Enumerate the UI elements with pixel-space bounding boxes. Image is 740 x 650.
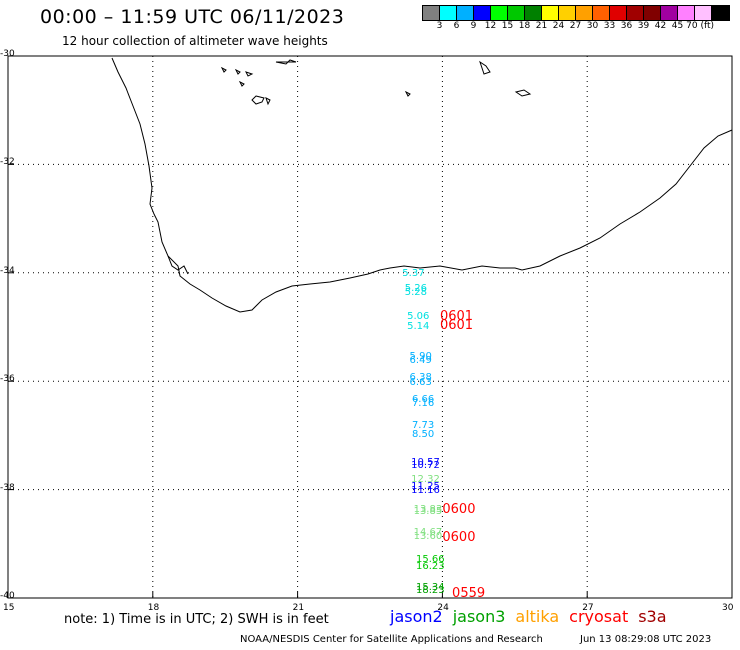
colorbar-swatch <box>491 6 508 20</box>
colorbar-swatch <box>542 6 559 20</box>
generated-timestamp: Jun 13 08:29:08 UTC 2023 <box>580 634 712 645</box>
lat-label: -36 <box>0 374 15 385</box>
lon-label: 27 <box>582 603 594 613</box>
colorbar-swatch <box>525 6 542 20</box>
swh-value: 7.73 <box>411 419 435 431</box>
colorbar-swatch <box>678 6 695 20</box>
map-frame <box>7 55 733 599</box>
units-note: note: 1) Time is in UTC; 2) SWH is in fe… <box>64 612 329 627</box>
colorbar-tick-label: 3 <box>436 21 443 31</box>
wave-height-colorbar <box>422 5 730 21</box>
colorbar-tick-label: 30 <box>586 21 599 31</box>
swh-value: 5.28 <box>404 287 427 299</box>
lat-label: -30 <box>0 49 15 59</box>
swh-value: 13.83 <box>413 504 443 516</box>
colorbar-swatch <box>559 6 576 20</box>
colorbar-swatch <box>576 6 593 20</box>
colorbar-swatch <box>440 6 457 20</box>
satellite-legend-entry: jason2 <box>390 607 443 626</box>
colorbar-tick-label: 9 <box>470 21 477 31</box>
lon-label: 15 <box>3 603 15 613</box>
swh-value: 5.14 <box>407 321 430 332</box>
lon-label: 21 <box>292 603 305 613</box>
lat-label: -32 <box>0 157 15 168</box>
swh-value: 5.26 <box>404 283 427 295</box>
colorbar-swatch <box>627 6 644 20</box>
colorbar-swatch <box>593 6 610 20</box>
colorbar-swatch <box>474 6 491 20</box>
colorbar-tick-label: 36 <box>620 21 633 31</box>
colorbar-swatch <box>610 6 627 20</box>
colorbar-tick-label: 6 <box>453 21 460 31</box>
lon-label: 24 <box>437 603 449 613</box>
axis-tick-marks <box>7 55 733 599</box>
swh-value: 14.67 <box>413 526 443 538</box>
swh-value: 11.25 <box>411 480 440 492</box>
pass-time: 0600 <box>442 530 476 546</box>
lon-label: 30 <box>722 603 734 613</box>
satellite-legend: jason2 jason3 altika cryosat s3a <box>390 607 677 626</box>
swh-value: 13.60 <box>413 531 443 543</box>
swh-value: 12.32 <box>411 473 440 485</box>
colorbar-swatch <box>457 6 474 20</box>
colorbar-tick-label: 39 <box>637 21 650 31</box>
colorbar-tick-label: 45 <box>671 21 684 31</box>
swh-value: 13.85 <box>413 506 443 518</box>
satellite-legend-entry: s3a <box>638 607 667 626</box>
map-subtitle: 12 hour collection of altimeter wave hei… <box>62 34 328 48</box>
swh-value: 8.50 <box>411 429 435 441</box>
swh-value: 15.34 <box>416 582 445 594</box>
colorbar-tick-label: 42 <box>654 21 667 31</box>
satellite-legend-entry: jason3 <box>452 607 506 626</box>
map-title: 00:00 – 11:59 UTC 06/11/2023 <box>40 6 345 28</box>
colorbar-tick-label: 70 (ft) <box>686 21 715 31</box>
satellite-legend-entry: cryosat <box>569 607 629 626</box>
swh-value: 11.16 <box>411 484 440 496</box>
swh-value: 5.06 <box>407 311 430 323</box>
swh-value: 6.49 <box>409 354 432 366</box>
colorbar-tick-label: 24 <box>552 21 565 31</box>
colorbar-swatch <box>712 6 729 20</box>
credit-line: NOAA/NESDIS Center for Satellite Applica… <box>240 634 543 645</box>
south-africa-coastline <box>111 57 733 313</box>
colorbar-swatch <box>695 6 712 20</box>
pass-time: 0601 <box>439 317 474 333</box>
island-cluster <box>220 59 532 106</box>
lat-label: -40 <box>0 591 15 601</box>
colorbar-tick-label: 18 <box>518 21 531 31</box>
swh-value: 6.38 <box>409 372 432 384</box>
pass-time: 0601 <box>439 309 474 325</box>
colorbar-swatch <box>644 6 661 20</box>
graticule <box>8 56 732 598</box>
colorbar-tick-label: 15 <box>501 21 514 31</box>
swh-value: 5.37 <box>402 267 425 279</box>
swh-value: 5.90 <box>409 350 432 362</box>
colorbar-swatch <box>661 6 678 20</box>
colorbar-swatch <box>508 6 525 20</box>
lat-label: -34 <box>0 265 15 276</box>
lat-label: -38 <box>0 482 15 493</box>
satellite-legend-entry: altika <box>515 607 560 626</box>
swh-value: 15.66 <box>416 554 445 566</box>
lon-label: 18 <box>147 603 160 613</box>
swh-value: 7.16 <box>411 397 435 409</box>
swh-value: 6.66 <box>411 394 435 406</box>
colorbar-tick-label: 12 <box>484 21 497 31</box>
colorbar-swatch <box>423 6 440 20</box>
swh-value: 18.23 <box>416 585 445 597</box>
false-bay-inlet <box>167 255 189 275</box>
swh-value: 10.72 <box>411 459 440 471</box>
swh-value: 16.23 <box>416 560 445 572</box>
colorbar-tick-label: 33 <box>603 21 616 31</box>
colorbar-tick-label: 27 <box>569 21 582 31</box>
colorbar-tick-label: 21 <box>535 21 548 31</box>
pass-time: 0600 <box>442 502 476 518</box>
swh-value: 10.57 <box>411 456 440 468</box>
pass-time: 0559 <box>452 585 486 601</box>
swh-value: 6.63 <box>409 376 432 388</box>
